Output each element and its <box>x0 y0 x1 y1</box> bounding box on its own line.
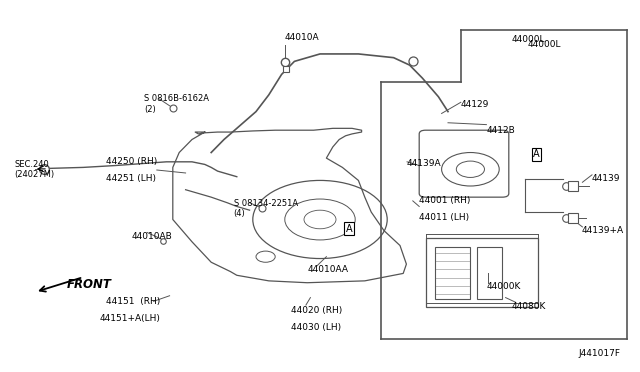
Text: J441017F: J441017F <box>579 349 621 358</box>
Text: 44030 (LH): 44030 (LH) <box>291 323 341 332</box>
Text: 44000L: 44000L <box>511 35 545 44</box>
Text: 44011 (LH): 44011 (LH) <box>419 213 469 222</box>
Text: 44151+A(LH): 44151+A(LH) <box>99 314 160 323</box>
Text: 44001 (RH): 44001 (RH) <box>419 196 470 205</box>
Text: 44010A: 44010A <box>285 33 319 42</box>
Bar <box>477 247 502 299</box>
Text: 44139: 44139 <box>592 174 621 183</box>
Bar <box>426 238 538 307</box>
Text: 44250 (RH): 44250 (RH) <box>106 157 157 166</box>
Text: 4412B: 4412B <box>486 126 515 135</box>
Text: 44020 (RH): 44020 (RH) <box>291 306 342 315</box>
Text: 44251 (LH): 44251 (LH) <box>106 174 156 183</box>
Text: A: A <box>346 224 352 234</box>
Text: 44000K: 44000K <box>486 282 521 291</box>
Text: 44010AA: 44010AA <box>307 265 348 274</box>
Text: A: A <box>533 150 540 159</box>
Text: S 08134-2251A
(4): S 08134-2251A (4) <box>234 199 298 218</box>
Text: 44151  (RH): 44151 (RH) <box>106 297 160 306</box>
Text: 44080K: 44080K <box>512 302 547 311</box>
Text: 44129: 44129 <box>461 100 489 109</box>
Bar <box>435 247 470 299</box>
Text: 44000L: 44000L <box>528 40 561 49</box>
Text: SEC.240
(24027M): SEC.240 (24027M) <box>14 160 54 179</box>
Text: 44010AB: 44010AB <box>131 232 172 241</box>
Text: 44139A: 44139A <box>406 159 441 168</box>
Text: 44139+A: 44139+A <box>581 226 623 235</box>
Text: S 0816B-6162A
(2): S 0816B-6162A (2) <box>144 94 209 114</box>
Text: FRONT: FRONT <box>67 278 112 291</box>
